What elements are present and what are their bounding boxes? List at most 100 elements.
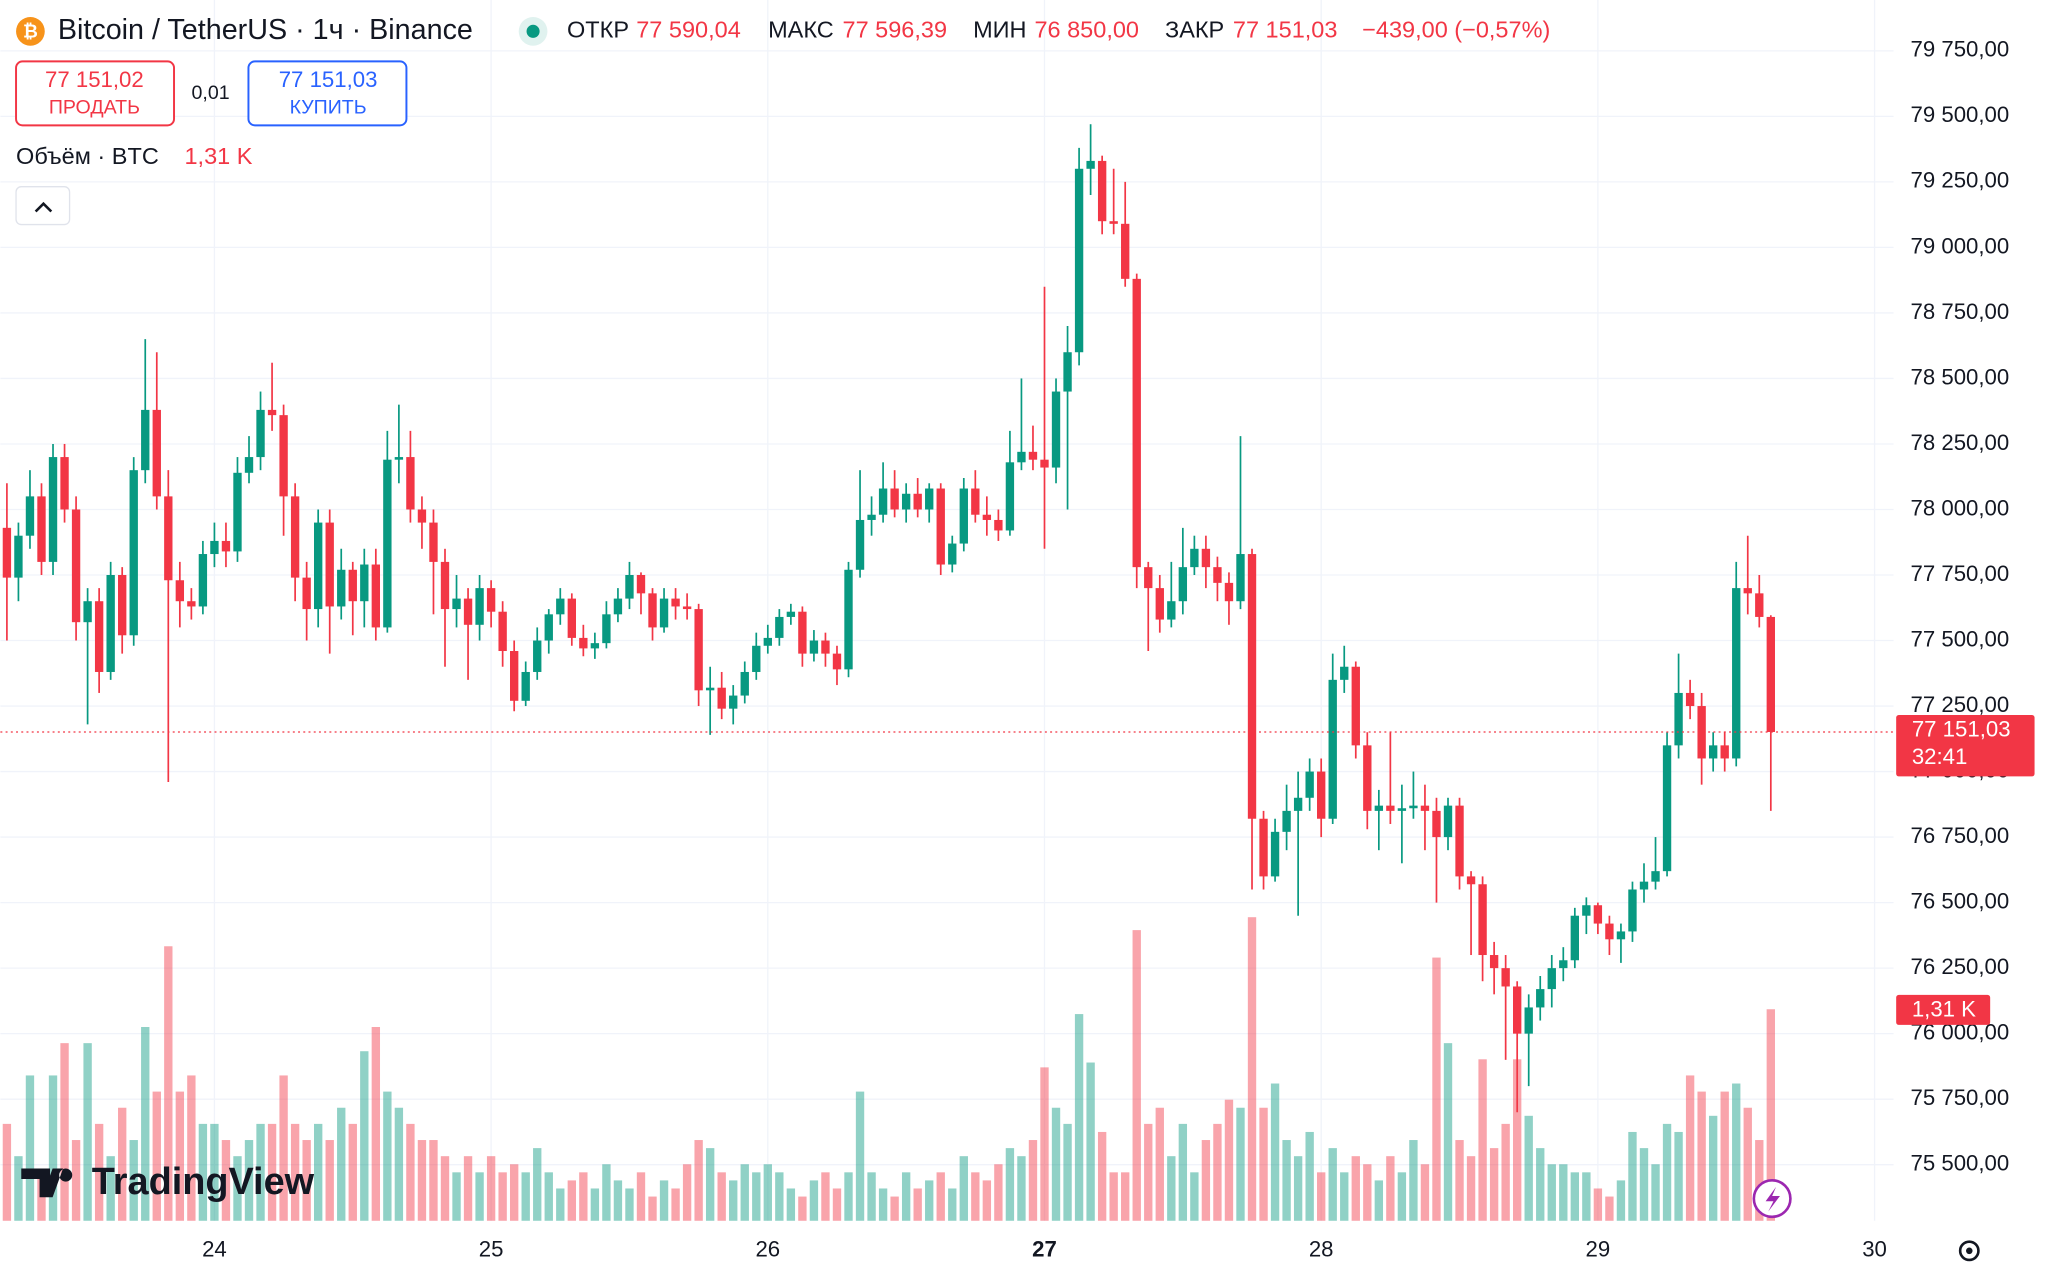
candle-body	[1201, 548, 1211, 568]
candle-body	[1536, 989, 1545, 1008]
volume-bar	[1559, 1164, 1568, 1221]
candle-body	[314, 522, 323, 610]
volume-bar	[1374, 1180, 1384, 1221]
volume-bar	[1662, 1123, 1672, 1221]
buy-button[interactable]	[247, 60, 408, 127]
candle-body	[1374, 805, 1384, 811]
volume-bar	[994, 1164, 1003, 1221]
candle-body	[671, 598, 680, 607]
candle-body	[221, 540, 231, 552]
volume-bar	[83, 1043, 92, 1221]
x-tick-label: 28	[1309, 1237, 1334, 1262]
volume-bar	[2, 1123, 12, 1221]
candle-body	[855, 519, 865, 570]
volume-bar	[118, 1107, 127, 1221]
candle-body	[1639, 881, 1649, 890]
candle-body	[1132, 278, 1141, 568]
volume-bar	[659, 1180, 669, 1221]
volume-bar	[1109, 1172, 1118, 1221]
volume-bar	[717, 1172, 726, 1221]
candle-body	[106, 575, 115, 672]
last-price-label: 77 151,03	[1912, 717, 2011, 742]
volume-bar	[1328, 1148, 1337, 1221]
volume-bar	[844, 1172, 853, 1221]
volume-bar	[890, 1196, 899, 1221]
x-tick-label: 26	[755, 1237, 780, 1262]
volume-bar	[1409, 1140, 1418, 1221]
candle-body	[1766, 616, 1775, 732]
x-tick-label: 24	[202, 1237, 227, 1262]
logo-text: TradingView	[92, 1161, 315, 1203]
candle-body	[1628, 889, 1637, 932]
volume-bar	[1455, 1140, 1464, 1221]
candle-body	[936, 488, 945, 565]
candle-body	[498, 611, 507, 652]
candle-body	[1167, 601, 1176, 620]
volume-bar	[1155, 1107, 1164, 1221]
volume-bar	[141, 1027, 150, 1221]
volume-bar	[1432, 957, 1441, 1221]
volume-bar	[1363, 1164, 1372, 1221]
candle-body	[1524, 1007, 1533, 1034]
candle-body	[602, 614, 611, 644]
candle-body	[1513, 986, 1522, 1034]
candle-body	[533, 640, 542, 672]
sell-button[interactable]	[15, 60, 176, 127]
ohlc-value: 77 151,03	[1233, 17, 1338, 43]
volume-bar	[1259, 1107, 1268, 1221]
candle-body	[1455, 805, 1464, 877]
candle-body	[832, 653, 842, 670]
volume-bar	[1282, 1140, 1291, 1221]
candle-body	[544, 614, 553, 641]
volume-bar	[256, 1123, 265, 1221]
candle-body	[118, 575, 127, 636]
volume-bar	[821, 1172, 830, 1221]
symbol-title: Bitcoin / TetherUS · 1ч · Binance	[58, 14, 473, 46]
volume-axis-label: 1,31 K	[1912, 996, 1976, 1021]
volume-bar	[982, 1180, 992, 1221]
candle-body	[1397, 808, 1407, 811]
candle-body	[1432, 810, 1441, 838]
volume-bar	[705, 1148, 715, 1221]
candle-body	[809, 640, 819, 654]
volume-bar	[1639, 1148, 1649, 1221]
candle-body	[152, 409, 161, 497]
volume-bar	[636, 1172, 646, 1221]
volume-bar	[302, 1140, 311, 1221]
candle-body	[1662, 745, 1672, 872]
settings-icon-center	[1966, 1247, 1973, 1255]
volume-bar	[913, 1188, 922, 1221]
candle-body	[682, 606, 692, 610]
candle-body	[1593, 905, 1603, 924]
volume-bar	[1293, 1156, 1303, 1221]
candle-body	[798, 611, 807, 654]
candle-body	[648, 593, 657, 628]
volume-bar	[210, 1123, 219, 1221]
candle-body	[1247, 554, 1257, 819]
volume-bar	[1397, 1172, 1407, 1221]
volume-bar	[48, 1075, 58, 1221]
volume-bar	[244, 1140, 254, 1221]
candle-body	[1582, 905, 1591, 916]
volume-bar	[729, 1180, 738, 1221]
settings-icon[interactable]	[1958, 1240, 1980, 1262]
volume-bar	[1766, 1009, 1775, 1221]
volume-bar	[1593, 1188, 1603, 1221]
status-dot	[526, 24, 540, 38]
volume-bar	[602, 1164, 611, 1221]
volume-bar	[613, 1180, 623, 1221]
volume-bar	[1028, 1140, 1038, 1221]
x-tick-label: 27	[1032, 1237, 1057, 1262]
candle-body	[267, 409, 277, 416]
candle-body	[878, 488, 888, 515]
y-tick-label: 78 750,00	[1911, 299, 2010, 324]
volume-pane	[2, 917, 1775, 1221]
candle-body	[1708, 745, 1718, 759]
volume-bar	[187, 1075, 196, 1221]
candle-body	[1478, 884, 1487, 956]
candles	[2, 124, 1775, 1113]
candle-body	[717, 687, 726, 709]
candle-body	[475, 588, 484, 625]
y-tick-label: 75 750,00	[1911, 1085, 2010, 1110]
